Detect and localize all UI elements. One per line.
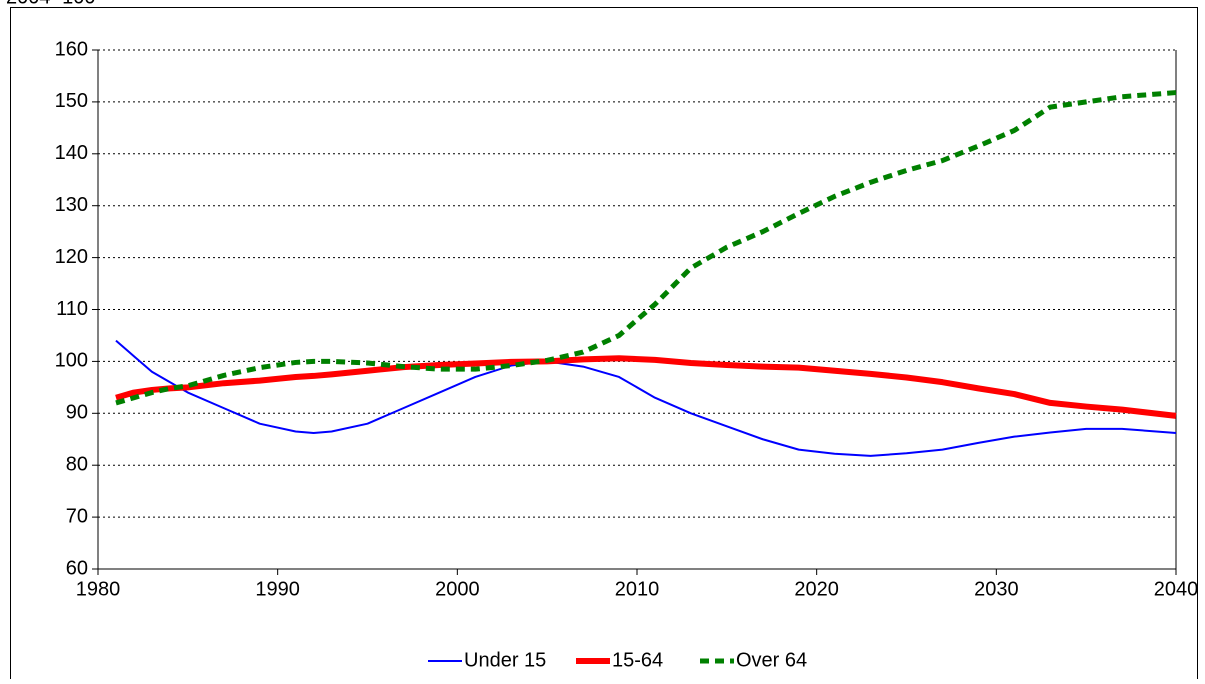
y-tick-label: 150 bbox=[55, 90, 88, 112]
series-line bbox=[115, 355, 1177, 419]
x-tick-label: 1980 bbox=[76, 578, 121, 600]
y-tick-label: 90 bbox=[66, 402, 88, 424]
series-line bbox=[115, 339, 1177, 457]
series-line bbox=[115, 90, 1177, 406]
subtitle: 2004=100 bbox=[6, 0, 96, 8]
y-tick-label: 140 bbox=[55, 142, 88, 164]
x-tick-label: 2040 bbox=[1154, 578, 1199, 600]
y-tick-label: 70 bbox=[66, 505, 88, 527]
legend-label: 15-64 bbox=[612, 649, 663, 671]
x-tick-label: 2020 bbox=[794, 578, 839, 600]
legend-label: Under 15 bbox=[464, 649, 546, 671]
y-tick-label: 160 bbox=[55, 38, 88, 60]
legend-label: Over 64 bbox=[736, 649, 807, 671]
x-tick-label: 2000 bbox=[435, 578, 480, 600]
chart-frame bbox=[10, 7, 1198, 684]
y-tick-label: 110 bbox=[56, 298, 88, 320]
y-tick-label: 120 bbox=[55, 246, 88, 268]
y-tick-label: 60 bbox=[66, 557, 88, 579]
y-tick-label: 80 bbox=[66, 453, 88, 475]
y-tick-label: 100 bbox=[55, 350, 88, 372]
x-tick-label: 1990 bbox=[255, 578, 300, 600]
x-tick-label: 2030 bbox=[974, 578, 1019, 600]
x-tick-label: 2010 bbox=[615, 578, 660, 600]
y-tick-label: 130 bbox=[55, 194, 88, 216]
